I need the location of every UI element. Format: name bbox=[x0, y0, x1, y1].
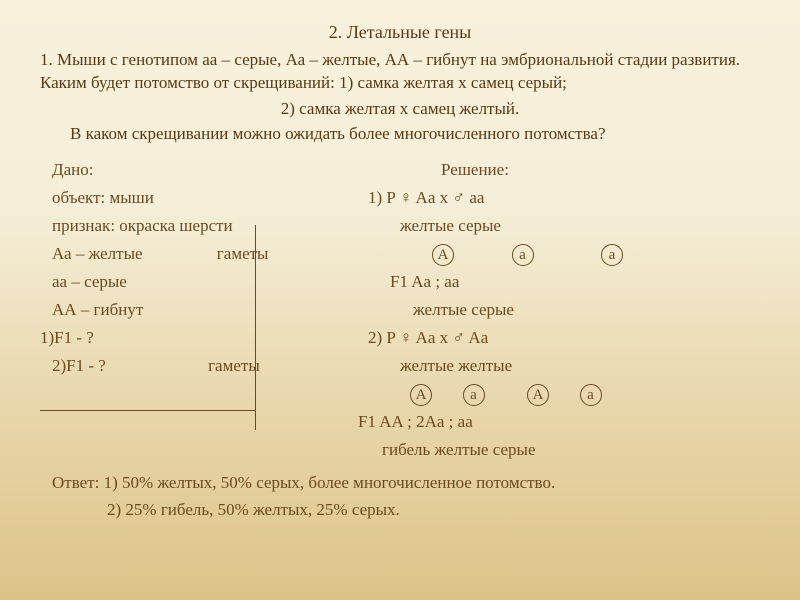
given-trait: признак: окраска шерсти bbox=[52, 212, 280, 240]
cross1-parents: 1) P ♀ Aa x ♂ aa bbox=[300, 184, 760, 212]
cross2-f1-colors: гибель желтые серые bbox=[300, 436, 760, 464]
solution-divider-horizontal bbox=[40, 410, 255, 411]
cross2-f1: F1 AA ; 2Aa ; aa bbox=[300, 408, 760, 436]
cross2-phenotypes: желтые желтые bbox=[300, 352, 760, 380]
solution-header: Решение: bbox=[300, 156, 760, 184]
answer-line-2: 2) 25% гибель, 50% желтых, 25% серых. bbox=[52, 497, 760, 523]
cross1-f1: F1 Aa ; aa bbox=[300, 268, 760, 296]
gamete-a-icon: a bbox=[512, 244, 534, 266]
gamete-A-icon: A bbox=[432, 244, 454, 266]
cross1-phenotypes: желтые серые bbox=[300, 212, 760, 240]
section-title: 2. Летальные гены bbox=[40, 22, 760, 43]
cross2-gametes: A a A a bbox=[300, 380, 760, 408]
work-area: Дано: объект: мыши признак: окраска шерс… bbox=[40, 156, 760, 465]
answer-block: Ответ: 1) 50% желтых, 50% серых, более м… bbox=[40, 470, 760, 523]
problem-question: В каком скрещивании можно ожидать более … bbox=[70, 123, 760, 146]
find-f1-1: 1)F1 - ? bbox=[40, 324, 280, 352]
problem-cross2: 2) самка желтая х самец желтый. bbox=[40, 99, 760, 119]
solution-column: Решение: 1) P ♀ Aa x ♂ aa желтые серые A… bbox=[280, 156, 760, 465]
problem-statement: 1. Мыши с генотипом аа – серые, Аа – жел… bbox=[40, 49, 760, 95]
answer-line-1: Ответ: 1) 50% желтых, 50% серых, более м… bbox=[52, 470, 760, 496]
gamete2-A1-icon: A bbox=[410, 384, 432, 406]
given-column: Дано: объект: мыши признак: окраска шерс… bbox=[40, 156, 280, 465]
given-Aa: Аа – желтые гаметы bbox=[52, 240, 280, 268]
find-f1-2: 2)F1 - ? гаметы bbox=[52, 352, 280, 380]
cross1-gametes: A a a bbox=[300, 240, 760, 268]
solution-divider-vertical bbox=[255, 225, 256, 430]
given-object: объект: мыши bbox=[52, 184, 280, 212]
given-header: Дано: bbox=[52, 156, 280, 184]
gamete2-A2-icon: A bbox=[527, 384, 549, 406]
gamete2-a1-icon: a bbox=[463, 384, 485, 406]
given-aa: аа – серые bbox=[52, 268, 280, 296]
cross1-f1-colors: желтые серые bbox=[300, 296, 760, 324]
given-AA: АА – гибнут bbox=[52, 296, 280, 324]
gamete-a2-icon: a bbox=[601, 244, 623, 266]
cross2-parents: 2) P ♀ Aa x ♂ Aa bbox=[300, 324, 760, 352]
gamete2-a2-icon: a bbox=[580, 384, 602, 406]
